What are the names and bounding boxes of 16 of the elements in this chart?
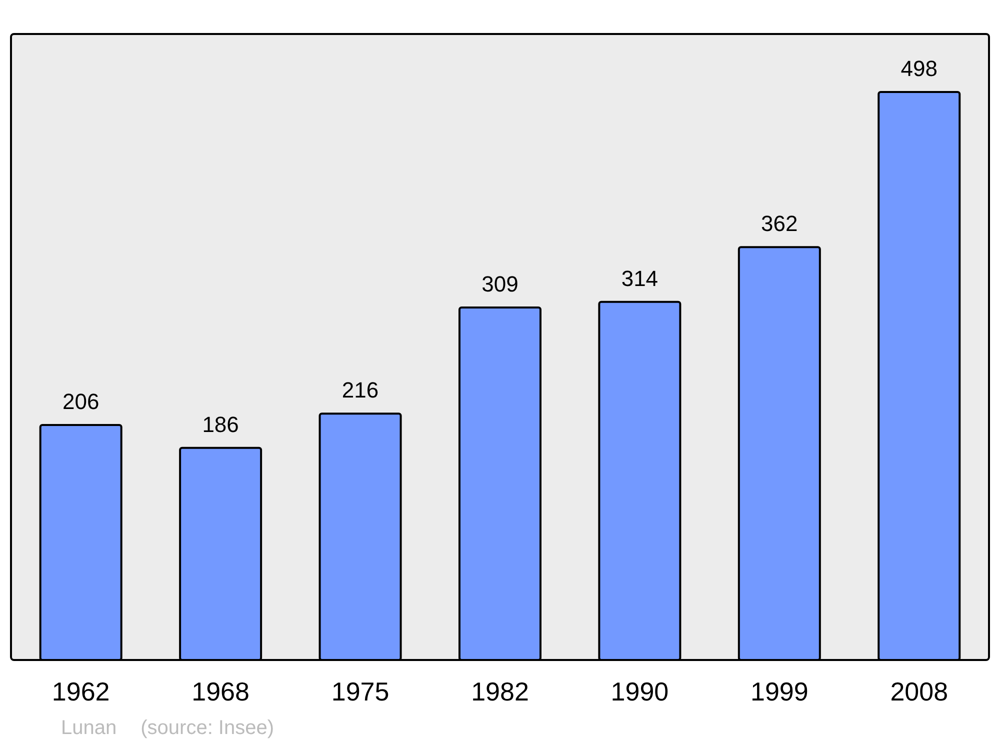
data-label: 206 — [62, 389, 100, 414]
x-tick-label: 1990 — [610, 676, 669, 706]
data-label: 498 — [900, 56, 938, 81]
data-label: 216 — [342, 378, 379, 403]
data-label: 186 — [202, 412, 239, 437]
data-label: 362 — [761, 211, 798, 236]
x-tick-label: 1962 — [52, 676, 110, 706]
x-tick-label: 1968 — [192, 676, 250, 706]
data-label: 314 — [621, 266, 658, 291]
text: (source: Insee) — [140, 717, 274, 740]
x-tick-label: 1975 — [331, 676, 390, 706]
x-tick-label: 1999 — [750, 676, 808, 706]
x-tick-label: 2008 — [890, 676, 948, 706]
text: Lunan — [61, 717, 117, 740]
x-tick-label: 1982 — [471, 676, 529, 706]
data-label: 309 — [482, 272, 518, 297]
